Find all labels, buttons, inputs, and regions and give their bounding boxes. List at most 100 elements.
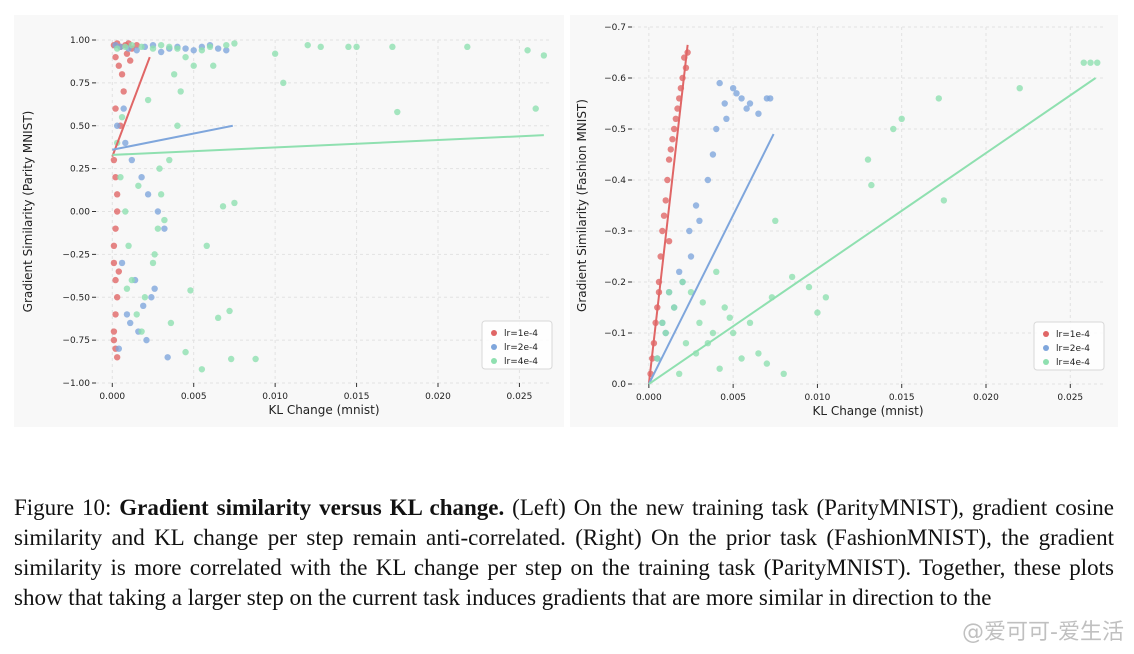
data-point xyxy=(692,202,700,209)
data-point xyxy=(187,287,194,294)
data-point xyxy=(704,176,712,184)
data-point xyxy=(1087,59,1094,66)
data-point xyxy=(115,62,123,69)
y-tick-label: 0.0 xyxy=(612,380,627,390)
right-chart-panel: 0.000 0.005 0.010 0.015 0.020 0.025 −0.7 −0.6 −0… xyxy=(570,15,1118,427)
legend-box xyxy=(1033,321,1105,371)
data-point xyxy=(123,311,131,318)
data-point xyxy=(709,329,717,337)
data-point xyxy=(729,329,737,337)
data-point xyxy=(117,174,124,181)
data-point xyxy=(935,95,942,102)
data-point xyxy=(120,105,127,112)
data-point xyxy=(679,278,686,286)
data-point xyxy=(190,47,197,54)
y-tick-label: −0.1 xyxy=(604,329,626,339)
data-point xyxy=(696,319,703,326)
data-point xyxy=(182,45,189,52)
trend-line xyxy=(112,134,544,156)
data-point xyxy=(177,88,184,95)
data-point xyxy=(532,105,539,112)
data-point xyxy=(198,47,206,54)
data-point xyxy=(231,199,238,207)
data-point xyxy=(738,355,745,362)
data-point xyxy=(133,47,140,54)
legend-marker xyxy=(1043,345,1049,351)
data-point xyxy=(144,191,152,198)
data-point xyxy=(203,242,210,249)
data-point xyxy=(670,125,678,133)
data-point xyxy=(166,43,173,51)
y-tick-label: −1.00 xyxy=(62,379,90,389)
data-point xyxy=(788,273,796,281)
y-tick-label: −0.25 xyxy=(62,250,90,260)
data-point xyxy=(665,156,673,163)
y-tick-label: −0.4 xyxy=(604,176,626,186)
data-point xyxy=(167,319,175,327)
y-tick-label: −0.75 xyxy=(62,336,90,346)
trend-line xyxy=(648,77,1097,385)
data-point xyxy=(743,105,750,112)
data-point xyxy=(767,95,774,102)
data-point xyxy=(1080,59,1087,66)
y-axis-label: Gradient Similarity (Fashion MNIST) xyxy=(575,99,589,312)
caption-rest: (Left) On the new training task (ParityM… xyxy=(14,495,1114,610)
data-point xyxy=(726,314,733,321)
data-point xyxy=(112,53,119,61)
y-tick-label: 0.50 xyxy=(70,122,90,132)
data-point xyxy=(138,43,145,51)
x-tick-label: 0.005 xyxy=(720,393,746,403)
data-point xyxy=(223,47,230,54)
legend-label: lr=1e-4 xyxy=(504,329,538,339)
data-point xyxy=(149,45,157,52)
data-point xyxy=(890,125,897,133)
data-point xyxy=(676,268,683,275)
data-point xyxy=(755,350,762,357)
data-point xyxy=(687,253,695,260)
legend-label: lr=2e-4 xyxy=(504,343,538,353)
series-lr-4e-4 xyxy=(113,40,548,373)
data-point xyxy=(674,105,681,112)
data-point xyxy=(540,52,548,59)
data-point xyxy=(733,90,740,97)
x-tick-label: 0.015 xyxy=(889,393,915,403)
data-point xyxy=(716,365,723,372)
data-point xyxy=(755,110,762,117)
data-point xyxy=(940,197,948,204)
data-point xyxy=(738,95,745,102)
data-point xyxy=(864,156,872,163)
data-point xyxy=(206,43,214,51)
data-point xyxy=(112,276,119,284)
data-point xyxy=(721,100,728,107)
data-point xyxy=(154,208,162,215)
data-point xyxy=(780,370,787,377)
data-point xyxy=(252,355,259,363)
y-tick-label: 1.00 xyxy=(70,36,90,46)
data-point xyxy=(133,41,140,49)
data-point xyxy=(304,41,311,49)
data-point xyxy=(805,283,813,291)
data-point xyxy=(123,50,131,57)
y-tick-label: −0.50 xyxy=(62,293,90,303)
data-point xyxy=(654,355,661,362)
data-point xyxy=(670,304,678,311)
data-point xyxy=(280,79,287,87)
data-point xyxy=(148,294,155,301)
data-point xyxy=(686,227,693,235)
data-point xyxy=(118,113,126,121)
data-point xyxy=(156,165,163,172)
data-point xyxy=(166,156,173,164)
data-point xyxy=(699,299,706,306)
left-chart-panel: 0.000 0.005 0.010 0.015 0.020 0.025 1.00 0.75 0.… xyxy=(14,15,564,427)
data-point xyxy=(696,217,703,224)
x-tick-label: 0.000 xyxy=(99,392,125,402)
data-point xyxy=(662,329,669,337)
trend-line xyxy=(647,44,689,385)
data-point xyxy=(113,45,121,52)
data-point xyxy=(721,304,728,311)
data-point xyxy=(113,208,121,215)
watermark: @爱可可-爱生活 xyxy=(962,620,1124,645)
data-point xyxy=(227,355,235,363)
data-point xyxy=(164,354,171,361)
data-point xyxy=(676,370,683,377)
